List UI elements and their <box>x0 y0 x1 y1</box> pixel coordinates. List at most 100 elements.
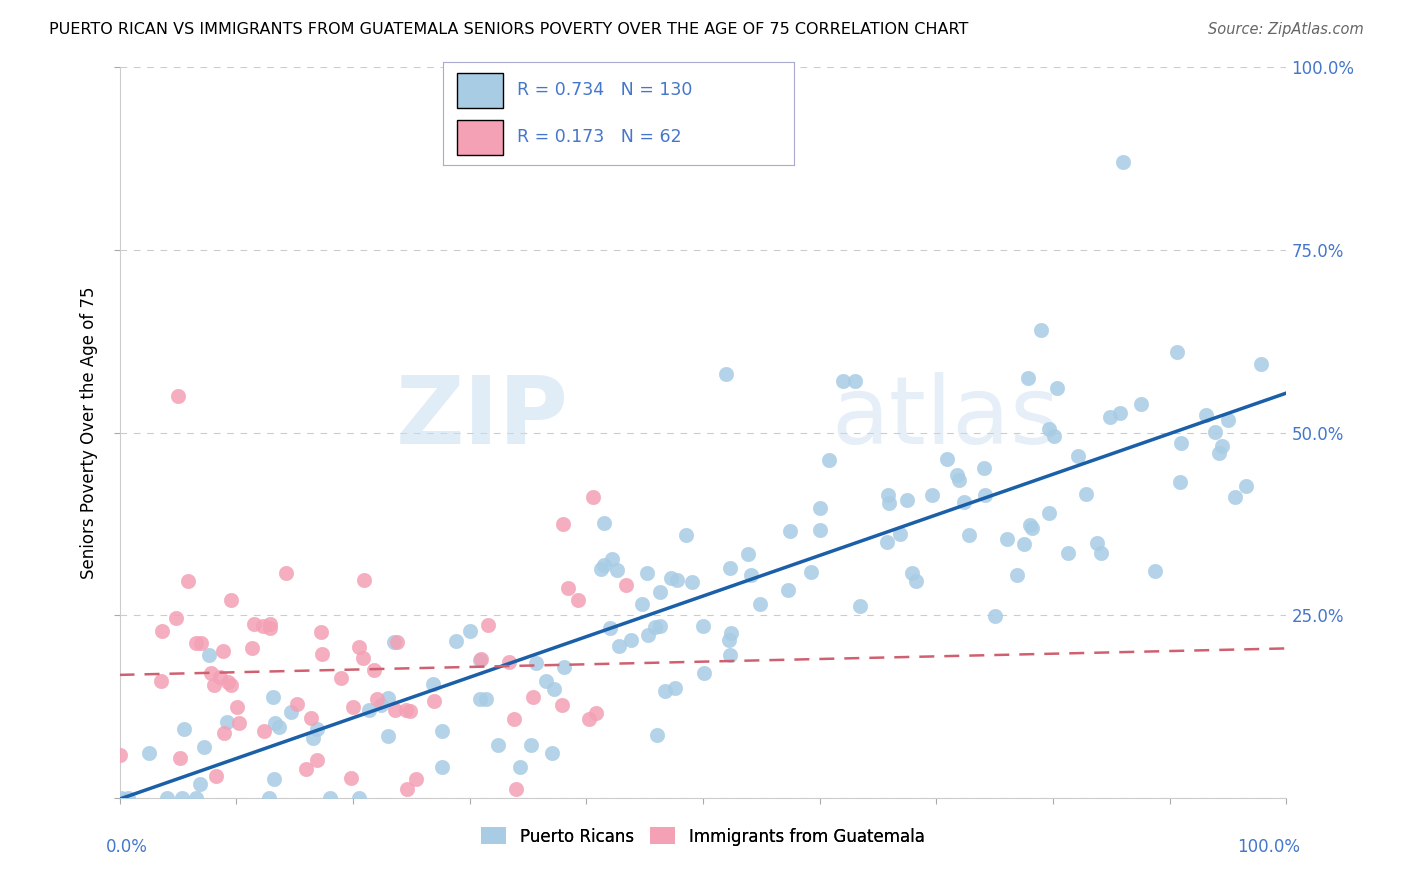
Point <box>470 651 492 665</box>
Point <box>422 677 444 691</box>
Point <box>188 777 211 791</box>
Point <box>681 575 703 590</box>
Point <box>311 647 333 661</box>
Point <box>262 690 284 704</box>
Point <box>654 683 676 698</box>
Point <box>150 624 173 638</box>
Point <box>156 791 179 805</box>
Point <box>974 488 997 502</box>
Point <box>173 722 195 736</box>
Point <box>1204 425 1226 439</box>
Point <box>138 747 160 761</box>
Text: PUERTO RICAN VS IMMIGRANTS FROM GUATEMALA SENIORS POVERTY OVER THE AGE OF 75 COR: PUERTO RICAN VS IMMIGRANTS FROM GUATEMAL… <box>49 22 969 37</box>
Point <box>1195 408 1218 422</box>
Point <box>405 772 427 786</box>
Point <box>740 568 762 582</box>
Point <box>675 527 697 541</box>
Point <box>614 577 637 591</box>
Text: 100.0%: 100.0% <box>1237 838 1301 855</box>
Point <box>1018 518 1040 533</box>
Point <box>340 772 363 786</box>
Point <box>1031 323 1053 337</box>
Point <box>309 624 332 639</box>
Point <box>952 494 974 508</box>
Point <box>370 698 392 712</box>
Point <box>889 527 911 541</box>
FancyBboxPatch shape <box>457 120 503 155</box>
Point <box>177 574 200 588</box>
Point <box>832 375 855 389</box>
Point <box>509 759 531 773</box>
Point <box>1143 564 1166 578</box>
Point <box>896 492 918 507</box>
Point <box>444 634 467 648</box>
Point <box>399 704 422 718</box>
Point <box>1042 429 1064 443</box>
Point <box>645 728 668 742</box>
Point <box>540 746 562 760</box>
Point <box>1170 475 1192 489</box>
Point <box>1170 436 1192 450</box>
Point <box>901 566 924 581</box>
Point <box>347 640 370 655</box>
Point <box>620 633 643 648</box>
Point <box>631 597 654 611</box>
Point <box>226 699 249 714</box>
Point <box>1057 546 1080 560</box>
Point <box>557 581 579 595</box>
Text: ZIP: ZIP <box>396 372 569 464</box>
Point <box>1234 479 1257 493</box>
Point <box>430 723 453 738</box>
Point <box>211 644 233 658</box>
Point <box>1208 445 1230 459</box>
Point <box>578 712 600 726</box>
Point <box>190 636 212 650</box>
Text: atlas: atlas <box>831 372 1060 464</box>
Point <box>718 632 741 647</box>
Point <box>117 791 139 805</box>
Point <box>280 706 302 720</box>
Point <box>800 566 823 580</box>
Point <box>877 488 900 502</box>
Point <box>395 781 418 796</box>
Point <box>720 625 742 640</box>
Point <box>204 769 226 783</box>
Point <box>377 691 399 706</box>
Point <box>166 389 188 403</box>
Point <box>599 621 621 635</box>
Point <box>1005 568 1028 582</box>
Point <box>319 791 342 805</box>
Text: R = 0.734   N = 130: R = 0.734 N = 130 <box>517 81 692 99</box>
Point <box>1038 507 1060 521</box>
Point <box>948 473 970 487</box>
Point <box>432 760 454 774</box>
Point <box>567 593 589 607</box>
Point <box>422 694 444 708</box>
Point <box>363 663 385 677</box>
Point <box>582 490 605 504</box>
Point <box>644 620 666 634</box>
Point <box>385 634 408 648</box>
Point <box>718 561 741 575</box>
Point <box>299 711 322 725</box>
Point <box>921 488 943 502</box>
Point <box>458 624 481 638</box>
Point <box>1250 357 1272 371</box>
Point <box>1218 412 1240 426</box>
Point <box>1166 345 1188 359</box>
Point <box>718 648 741 663</box>
Point <box>945 468 967 483</box>
Point <box>1046 380 1069 394</box>
Point <box>524 656 547 670</box>
Point <box>468 652 491 666</box>
Point <box>166 611 188 625</box>
Point <box>186 791 208 805</box>
Point <box>208 670 231 684</box>
Point <box>295 762 318 776</box>
Point <box>352 650 374 665</box>
Point <box>1090 546 1112 560</box>
Point <box>217 674 239 689</box>
Point <box>253 724 276 739</box>
Point <box>475 692 498 706</box>
Point <box>503 712 526 726</box>
